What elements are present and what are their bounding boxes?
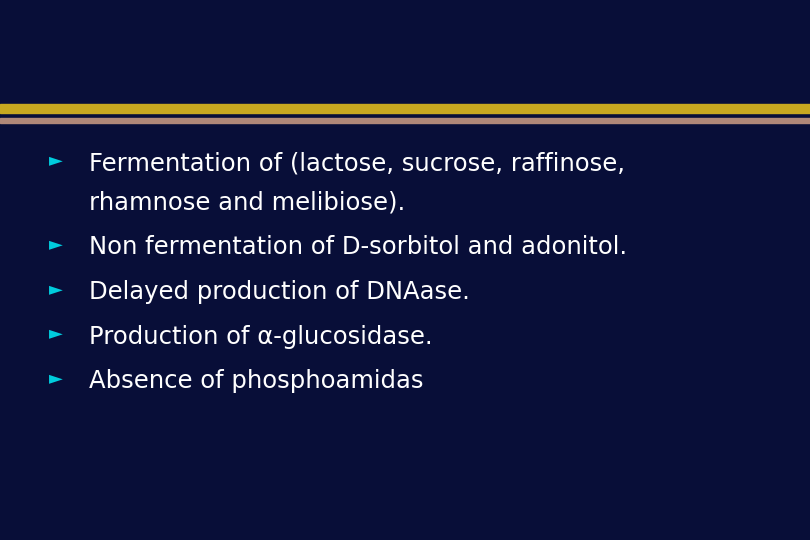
Bar (0, 118, 810, 123)
Text: Fermentation of (lactose, sucrose, raffinose,: Fermentation of (lactose, sucrose, raffi… (89, 151, 625, 175)
Text: Delayed production of DNAase.: Delayed production of DNAase. (89, 280, 470, 303)
Text: ►: ► (49, 280, 62, 298)
Text: ►: ► (49, 151, 62, 169)
Text: ►: ► (49, 369, 62, 387)
Text: Non fermentation of D-sorbitol and adonitol.: Non fermentation of D-sorbitol and adoni… (89, 235, 627, 259)
Text: ►: ► (49, 325, 62, 342)
Text: Absence of phosphoamidas: Absence of phosphoamidas (89, 369, 424, 393)
Text: rhamnose and melibiose).: rhamnose and melibiose). (89, 190, 405, 214)
Bar (0, 104, 810, 113)
Text: ►: ► (49, 235, 62, 253)
Text: Production of α-glucosidase.: Production of α-glucosidase. (89, 325, 433, 348)
